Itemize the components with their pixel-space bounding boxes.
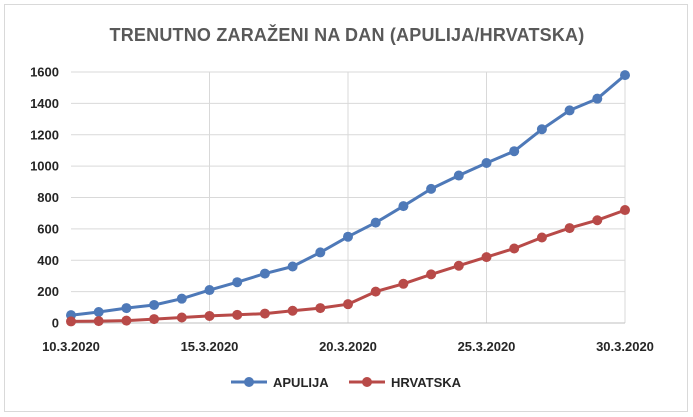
data-point-apulija (426, 183, 437, 194)
data-point-apulija (343, 231, 353, 242)
data-point-apulija (620, 70, 630, 81)
data-point-hrvatska (232, 309, 243, 320)
data-point-apulija (564, 105, 575, 116)
legend-item-apulija: APULIJA (231, 375, 329, 390)
y-tick-label: 600 (37, 221, 59, 236)
data-point-apulija (398, 201, 409, 212)
y-tick-label: 1400 (30, 96, 59, 111)
series-apulija (66, 70, 630, 321)
data-point-hrvatska (149, 314, 160, 325)
data-point-hrvatska (66, 316, 76, 327)
data-point-apulija (176, 293, 187, 304)
data-point-hrvatska (204, 310, 215, 321)
data-point-hrvatska (620, 205, 630, 216)
series-hrvatska (66, 205, 630, 327)
legend-item-hrvatska: HRVATSKA (349, 375, 462, 390)
axes: 0 200 400 600 800 1000 1200 1400 1600 10.3.2020 15… (30, 65, 654, 355)
chart-title: TRENUTNO ZARAŽENI NA DAN (APULIJA/HRVATS… (110, 24, 585, 45)
data-point-hrvatska (426, 269, 437, 280)
data-point-apulija (509, 146, 520, 157)
x-tick-label: 25.3.2020 (458, 339, 516, 354)
data-point-hrvatska (509, 243, 520, 254)
data-point-apulija (453, 170, 464, 181)
legend-label: HRVATSKA (391, 375, 462, 390)
data-point-apulija (370, 217, 381, 228)
grid-lines (71, 71, 626, 323)
data-point-apulija (232, 277, 243, 288)
data-point-hrvatska (536, 232, 547, 243)
data-point-hrvatska (259, 308, 270, 319)
y-tick-label: 1000 (30, 159, 59, 174)
legend-label: APULIJA (273, 375, 329, 390)
data-point-hrvatska (176, 312, 187, 323)
chart-frame: TRENUTNO ZARAŽENI NA DAN (APULIJA/HRVATS… (4, 4, 688, 412)
data-point-hrvatska (343, 299, 353, 310)
y-tick-label: 200 (37, 284, 59, 299)
data-point-hrvatska (453, 260, 464, 271)
y-tick-label: 800 (37, 190, 59, 205)
data-point-hrvatska (481, 252, 492, 263)
x-tick-label: 30.3.2020 (596, 339, 654, 354)
data-point-apulija (481, 157, 492, 168)
y-tick-label: 1600 (30, 65, 59, 80)
data-point-apulija (259, 268, 270, 279)
x-tick-label: 15.3.2020 (181, 339, 239, 354)
data-point-hrvatska (287, 305, 298, 316)
data-point-hrvatska (564, 223, 575, 234)
data-point-apulija (93, 307, 104, 318)
x-tick-label: 10.3.2020 (42, 339, 100, 354)
data-point-hrvatska (93, 316, 104, 327)
y-tick-label: 0 (52, 316, 59, 331)
x-tick-label: 20.3.2020 (319, 339, 377, 354)
data-point-apulija (315, 247, 326, 258)
legend-marker (244, 377, 254, 387)
data-point-apulija (287, 261, 298, 272)
data-point-hrvatska (370, 286, 381, 297)
line-chart: TRENUTNO ZARAŽENI NA DAN (APULIJA/HRVATS… (30, 24, 654, 390)
data-point-apulija (121, 303, 132, 314)
data-point-apulija (204, 285, 215, 296)
y-tick-label: 1200 (30, 127, 59, 142)
data-point-hrvatska (121, 315, 132, 326)
legend-marker (362, 377, 372, 387)
data-point-hrvatska (315, 303, 326, 314)
data-point-apulija (149, 299, 160, 310)
y-tick-label: 400 (37, 253, 59, 268)
data-point-apulija (592, 93, 603, 104)
series-layer (66, 70, 630, 327)
data-point-hrvatska (398, 278, 409, 289)
data-point-apulija (536, 124, 547, 135)
data-point-hrvatska (592, 215, 603, 226)
legend: APULIJA HRVATSKA (231, 375, 462, 390)
